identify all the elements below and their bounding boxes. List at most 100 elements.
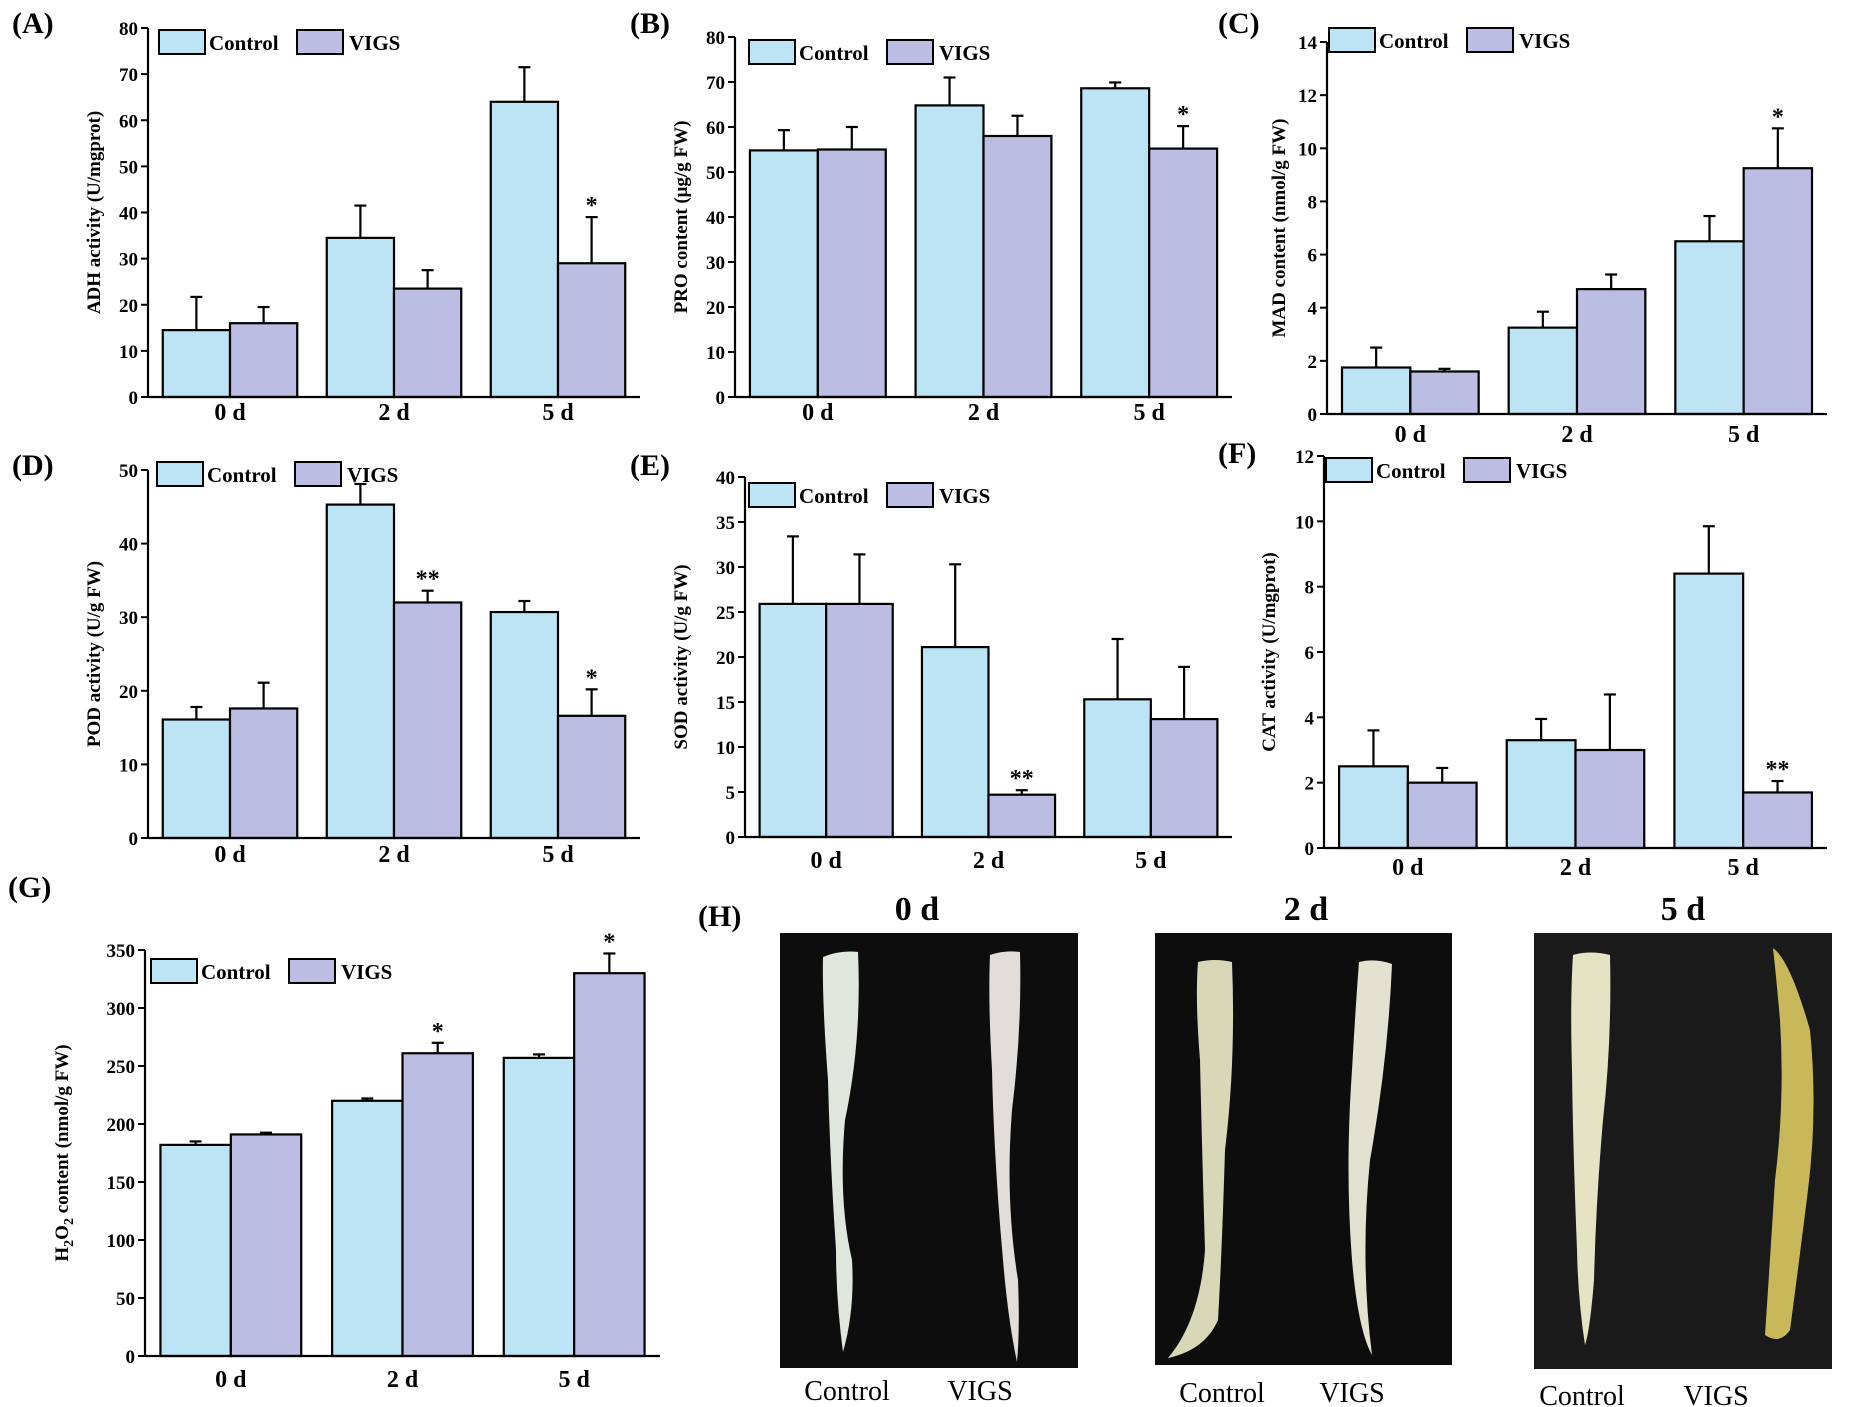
bar <box>489 100 560 399</box>
y-tick-label: 300 <box>107 999 136 1020</box>
bar <box>392 287 463 399</box>
y-tick-label: 30 <box>119 250 138 271</box>
bar <box>1409 370 1480 416</box>
category-tick-label: 0 d <box>214 842 246 868</box>
category-tick-label: 2 d <box>387 1367 419 1393</box>
bar <box>1507 326 1579 416</box>
legend-swatch-vigs <box>886 482 934 508</box>
bar <box>556 714 627 840</box>
category-tick-label: 5 d <box>1727 855 1759 881</box>
legend: Control VIGS <box>1325 457 1567 483</box>
legend-label-control: Control <box>799 41 869 65</box>
y-tick-label: 40 <box>119 204 138 225</box>
bar <box>1574 748 1646 850</box>
y-tick-label: 2 <box>1308 352 1318 373</box>
y-tick-label: 60 <box>706 118 725 139</box>
bar <box>1505 739 1577 850</box>
y-axis-title: PRO content (μg/g FW) <box>671 121 692 314</box>
category-tick-label: 5 d <box>558 1367 590 1393</box>
y-tick-label: 10 <box>119 342 138 363</box>
bar <box>229 1133 303 1358</box>
panel-label: (C) <box>1218 7 1260 40</box>
legend: Control VIGS <box>156 461 398 487</box>
y-tick-label: 100 <box>107 1231 136 1252</box>
y-tick-label: 10 <box>1298 139 1317 160</box>
y-tick-label: 30 <box>706 253 725 274</box>
legend-swatch-control <box>748 39 796 65</box>
legend-label-control: Control <box>207 463 277 487</box>
bar <box>161 329 232 399</box>
bar <box>748 149 819 399</box>
y-tick-label: 8 <box>1308 192 1318 213</box>
y-tick-label: 50 <box>116 1289 135 1310</box>
significance-label: * <box>432 1019 444 1045</box>
leaf-vigs <box>1765 948 1814 1339</box>
bar <box>161 718 232 840</box>
y-tick-label: 150 <box>107 1173 136 1194</box>
chart-panel-6: (F) 0 d 2 d ** 5 d 0 2 4 6 8 10 12 CAT activity (U/m… <box>1218 437 1827 881</box>
y-tick-label: 4 <box>1305 708 1315 729</box>
significance-label: * <box>1177 102 1189 128</box>
leaf-photo-3: 5 d Control VIGS <box>1534 891 1832 1407</box>
bar <box>159 1143 232 1358</box>
y-axis-title: MAD content (nmol/g FW) <box>1269 119 1290 338</box>
bar <box>1673 572 1745 850</box>
y-tick-label: 40 <box>716 468 735 489</box>
photo-title: 2 d <box>1284 891 1329 928</box>
chart-panel-1: (A) 0 d 2 d * 5 d 0 10 20 30 40 50 60 70 80 ADH activi… <box>12 7 640 426</box>
bar <box>228 322 299 399</box>
leaf-photo-2: 2 d Control VIGS <box>1155 891 1452 1407</box>
y-tick-label: 10 <box>706 343 725 364</box>
chart-panel-7: (G) 0 d * 2 d * 5 d 0 50 100 150 200 250 300 350 H2O2 … <box>8 871 660 1393</box>
legend-label-vigs: VIGS <box>349 31 400 55</box>
photo-label-control: Control <box>804 1376 890 1407</box>
subscript: 2 <box>62 1240 77 1247</box>
significance-label: * <box>586 193 598 219</box>
y-tick-label: 50 <box>119 461 138 482</box>
category-tick-label: 0 d <box>810 848 842 874</box>
legend-label-vigs: VIGS <box>1516 459 1567 483</box>
y-tick-label: 0 <box>126 1347 136 1368</box>
legend: Control VIGS <box>748 39 990 65</box>
bar <box>1337 765 1409 850</box>
subscript: 2 <box>62 1218 77 1225</box>
legend-swatch-control <box>1325 457 1373 483</box>
bar <box>325 503 396 840</box>
category-tick-label: 0 d <box>214 400 246 426</box>
legend-swatch-vigs <box>288 958 336 984</box>
y-tick-label: 10 <box>1295 512 1314 533</box>
y-tick-label: 80 <box>119 19 138 40</box>
y-axis-title: CAT activity (U/mgprot) <box>1259 552 1280 751</box>
y-tick-label: 20 <box>716 648 735 669</box>
legend-label-control: Control <box>799 484 869 508</box>
category-tick-label: 2 d <box>973 848 1005 874</box>
significance-label: * <box>603 929 615 955</box>
legend-swatch-vigs <box>296 29 344 55</box>
y-tick-label: 30 <box>716 558 735 579</box>
category-tick-label: 2 d <box>378 842 410 868</box>
leaf-vigs <box>1348 960 1392 1355</box>
y-tick-label: 0 <box>1308 405 1318 426</box>
title-part: H <box>52 1247 73 1262</box>
panel-label: (A) <box>12 7 54 40</box>
bar <box>401 1052 474 1358</box>
photo-label-vigs: VIGS <box>947 1376 1012 1407</box>
significance-label: * <box>1772 104 1784 130</box>
category-tick-label: 0 d <box>802 400 834 426</box>
legend-label-vigs: VIGS <box>347 463 398 487</box>
photo-title: 0 d <box>895 891 940 928</box>
legend-swatch-vigs <box>1466 27 1514 53</box>
y-tick-label: 12 <box>1298 86 1317 107</box>
bar <box>392 601 463 840</box>
category-tick-label: 5 d <box>542 400 574 426</box>
y-tick-label: 10 <box>716 738 735 759</box>
y-tick-label: 6 <box>1308 246 1318 267</box>
y-tick-label: 35 <box>716 513 735 534</box>
bar <box>758 602 828 839</box>
significance-label: ** <box>1010 766 1034 792</box>
category-tick-label: 5 d <box>1133 400 1165 426</box>
bar <box>1742 167 1814 416</box>
bar <box>502 1056 576 1358</box>
y-tick-label: 0 <box>716 388 726 409</box>
legend-swatch-control <box>150 958 198 984</box>
